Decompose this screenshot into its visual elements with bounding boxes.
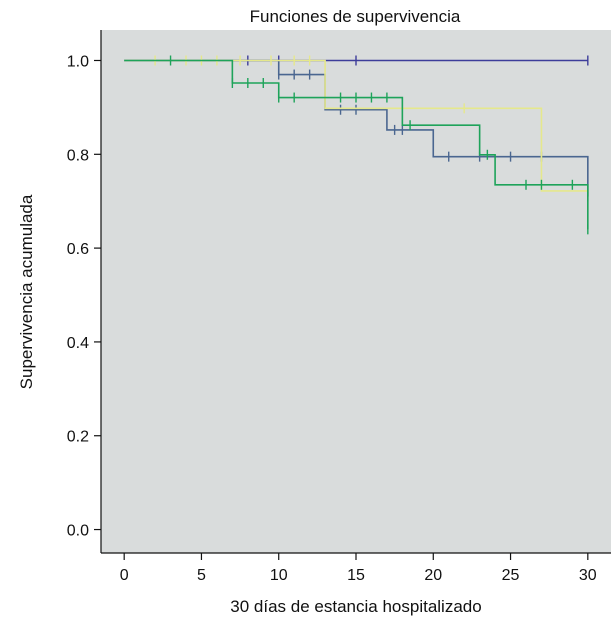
x-tick-label: 5 <box>197 567 206 584</box>
survival-step-line <box>124 59 588 192</box>
survival-series-2 <box>124 59 589 202</box>
x-tick-label: 0 <box>120 567 129 584</box>
x-tick-label: 20 <box>424 567 442 584</box>
series-group <box>124 55 589 235</box>
x-axis-title: 30 días de estancia hospitalizado <box>230 597 481 616</box>
x-tick-label: 15 <box>347 567 365 584</box>
x-tick-label: 25 <box>502 567 520 584</box>
y-tick-label: 0.0 <box>67 523 89 540</box>
x-tick-label: 10 <box>270 567 288 584</box>
y-tick-label: 0.6 <box>67 241 89 258</box>
x-tick-label: 30 <box>579 567 597 584</box>
y-tick-label: 0.4 <box>67 335 89 352</box>
survival-series-4 <box>124 55 589 235</box>
y-tick-label: 0.8 <box>67 147 89 164</box>
axes: 0 5 10 15 20 25 30 0.0 0.2 0.4 0.6 0.8 1.0 <box>67 30 611 584</box>
y-tick-label: 1.0 <box>67 53 89 70</box>
y-tick-label: 0.2 <box>67 429 89 446</box>
survival-series-3 <box>124 55 589 196</box>
y-axis-title: Supervivencia acumulada <box>17 194 36 389</box>
plot-background <box>101 30 611 553</box>
chart-title: Funciones de supervivencia <box>250 7 461 26</box>
